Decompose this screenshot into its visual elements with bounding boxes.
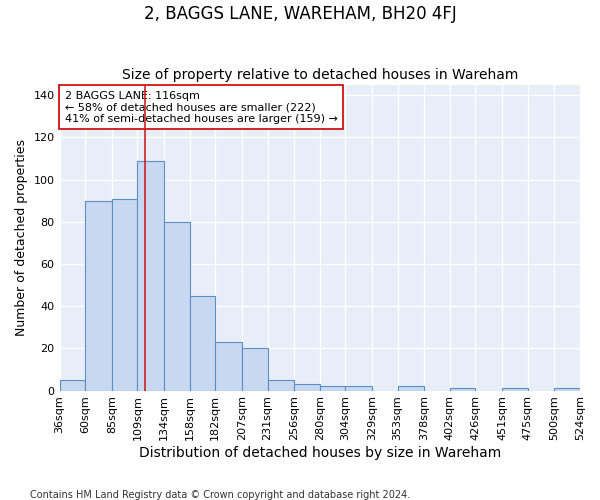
Y-axis label: Number of detached properties: Number of detached properties — [15, 139, 28, 336]
Bar — [112, 198, 137, 390]
Bar — [320, 386, 346, 390]
Bar — [164, 222, 190, 390]
Bar — [554, 388, 580, 390]
Bar — [398, 386, 424, 390]
Text: Contains HM Land Registry data © Crown copyright and database right 2024.: Contains HM Land Registry data © Crown c… — [30, 490, 410, 500]
Bar — [85, 200, 112, 390]
Bar — [346, 386, 372, 390]
Bar — [294, 384, 320, 390]
Bar — [190, 296, 215, 390]
Bar — [450, 388, 475, 390]
Text: 2 BAGGS LANE: 116sqm
← 58% of detached houses are smaller (222)
41% of semi-deta: 2 BAGGS LANE: 116sqm ← 58% of detached h… — [65, 90, 338, 124]
Bar — [137, 160, 164, 390]
Title: Size of property relative to detached houses in Wareham: Size of property relative to detached ho… — [122, 68, 518, 82]
Bar — [242, 348, 268, 391]
Bar — [502, 388, 528, 390]
Bar — [59, 380, 85, 390]
Bar — [268, 380, 294, 390]
Text: 2, BAGGS LANE, WAREHAM, BH20 4FJ: 2, BAGGS LANE, WAREHAM, BH20 4FJ — [143, 5, 457, 23]
Bar — [215, 342, 242, 390]
X-axis label: Distribution of detached houses by size in Wareham: Distribution of detached houses by size … — [139, 446, 501, 460]
